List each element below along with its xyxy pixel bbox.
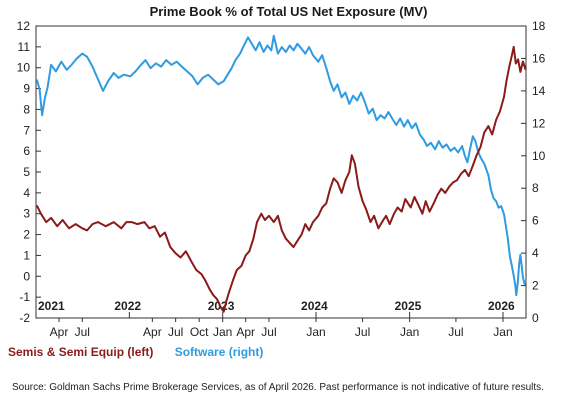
x-tick-label: Jan xyxy=(306,325,325,339)
plot-frame xyxy=(35,25,527,319)
series-line-software xyxy=(35,34,527,297)
left-tick-label: 9 xyxy=(23,82,30,96)
x-year-label: 2021 xyxy=(38,299,65,313)
x-tick-label: Apr xyxy=(50,325,69,339)
left-tick-label: 12 xyxy=(17,19,31,33)
legend-semis: Semis & Semi Equip (left) xyxy=(8,345,154,359)
left-tick-label: 4 xyxy=(23,186,30,200)
left-tick-label: 8 xyxy=(23,102,30,116)
x-tick-label: Jan xyxy=(400,325,419,339)
x-tick-label: Jul xyxy=(355,325,370,339)
chart-legend: Semis & Semi Equip (left) Software (righ… xyxy=(8,345,263,359)
left-tick-label: 5 xyxy=(23,165,30,179)
left-tick-label: 3 xyxy=(23,207,30,221)
right-tick-label: 14 xyxy=(532,84,546,98)
legend-software: Software (right) xyxy=(174,345,264,359)
x-tick-label: Oct xyxy=(190,325,209,339)
left-tick-label: 11 xyxy=(18,40,31,54)
right-tick-label: 8 xyxy=(532,181,539,195)
right-tick-label: 4 xyxy=(532,246,539,260)
x-year-label: 2025 xyxy=(395,299,422,313)
x-tick-label: Jan xyxy=(493,325,512,339)
left-tick-label: 10 xyxy=(17,61,31,75)
right-tick-label: 10 xyxy=(532,149,546,163)
right-tick-label: 18 xyxy=(532,19,546,33)
chart-title: Prime Book % of Total US Net Exposure (M… xyxy=(149,4,428,19)
source-note: Source: Goldman Sachs Prime Brokerage Se… xyxy=(12,382,544,393)
x-year-label: 2022 xyxy=(114,299,141,313)
right-tick-label: 12 xyxy=(532,116,546,130)
right-tick-label: 16 xyxy=(532,51,546,65)
left-tick-label: 7 xyxy=(23,123,30,137)
left-tick-label: 1 xyxy=(23,248,30,262)
x-tick-label: Apr xyxy=(236,325,255,339)
x-tick-label: Jul xyxy=(168,325,183,339)
right-tick-label: 6 xyxy=(532,214,539,228)
right-tick-label: 0 xyxy=(532,311,539,325)
left-tick-label: 0 xyxy=(23,269,30,283)
x-year-label: 2024 xyxy=(301,299,328,313)
x-year-label: 2026 xyxy=(488,299,515,313)
left-tick-label: -2 xyxy=(19,311,30,325)
x-tick-label: Apr xyxy=(143,325,162,339)
left-tick-label: -1 xyxy=(19,290,30,304)
x-tick-label: Jul xyxy=(261,325,276,339)
right-axis: 0 2 4 6 8 10 12 14 16 18 xyxy=(521,19,546,325)
x-tick-label: Jul xyxy=(75,325,90,339)
series-line-semis xyxy=(35,45,527,313)
x-tick-label: Jan xyxy=(213,325,232,339)
right-tick-label: 2 xyxy=(532,279,539,293)
left-tick-label: 2 xyxy=(23,228,30,242)
left-tick-label: 6 xyxy=(23,144,30,158)
x-tick-label: Jul xyxy=(448,325,463,339)
